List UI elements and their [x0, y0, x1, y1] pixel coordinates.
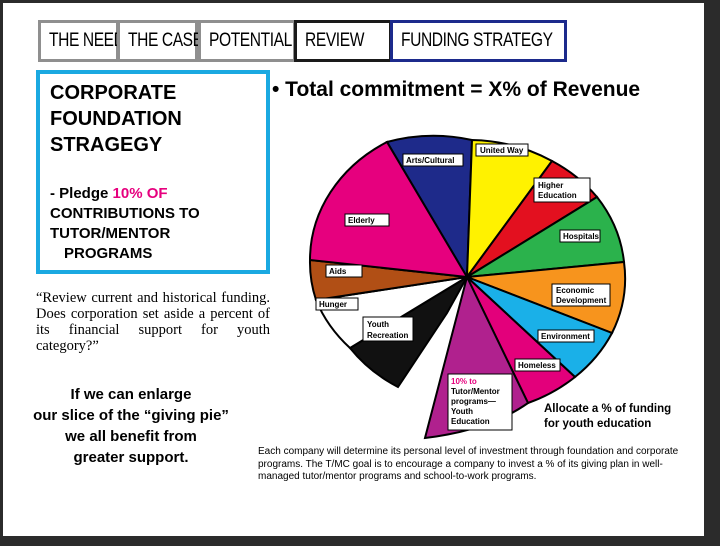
tab-label: THE CASE — [128, 30, 203, 51]
label-tutor-3: programs— — [451, 397, 496, 406]
frame-top-border — [0, 0, 720, 3]
label-homeless: Homeless — [518, 361, 556, 370]
tab-the-case[interactable]: THE CASE — [117, 20, 203, 62]
label-tutor-4: Youth — [451, 407, 473, 416]
footer-paragraph: Each company will determine its personal… — [258, 446, 679, 482]
label-aids: Aids — [329, 267, 347, 276]
tab-label: FUNDING STRATEGY — [401, 30, 553, 51]
label-elderly: Elderly — [348, 216, 375, 225]
pledge-line3: TUTOR/MENTOR — [50, 225, 171, 242]
strategy-title: CORPORATE FOUNDATION STRAGEGY — [50, 82, 182, 156]
tab-potential[interactable]: POTENTIAL — [198, 20, 296, 62]
giving-pie: Arts/Cultural United Way Higher Educatio… — [308, 134, 627, 440]
tab-label: REVIEW — [305, 30, 365, 51]
frame-right-border — [704, 0, 720, 546]
enlarge-message: If we can enlarge our slice of the “givi… — [0, 384, 262, 468]
allocate-line: Allocate a % of funding — [544, 403, 672, 415]
enlarge-line: our slice of the “giving pie” — [33, 407, 229, 424]
tab-funding-strategy[interactable]: FUNDING STRATEGY — [390, 20, 567, 62]
review-quote: “Review current and historical funding. … — [36, 290, 270, 354]
pledge-line2: CONTRIBUTIONS TO — [50, 205, 200, 222]
enlarge-line: we all benefit from — [65, 428, 197, 445]
tab-review[interactable]: REVIEW — [294, 20, 392, 62]
enlarge-line: greater support. — [73, 449, 189, 466]
label-environment: Environment — [541, 332, 590, 341]
label-hospitals: Hospitals — [563, 232, 600, 241]
label-hunger: Hunger — [319, 300, 347, 309]
label-higher-education-2: Education — [538, 191, 577, 200]
headline: • Total commitment = X% of Revenue — [272, 78, 641, 101]
pledge-highlight: 10% OF — [112, 185, 168, 202]
tab-label: POTENTIAL — [209, 30, 292, 51]
label-economic-2: Development — [556, 296, 607, 305]
label-arts-cultural: Arts/Cultural — [406, 156, 454, 165]
slice-arts-cultural — [385, 134, 474, 281]
label-economic-1: Economic — [556, 286, 595, 295]
allocate-note: Allocate a % of funding for youth educat… — [544, 402, 694, 432]
tab-the-need[interactable]: THE NEED — [38, 20, 125, 62]
slice-elderly — [308, 140, 469, 279]
tab-label: THE NEED — [49, 30, 125, 51]
frame-bottom-border — [0, 536, 720, 546]
enlarge-line: If we can enlarge — [70, 386, 192, 403]
pledge-text: - Pledge 10% OF CONTRIBUTIONS TO TUTOR/M… — [50, 184, 200, 264]
label-youth-recreation-2: Recreation — [367, 331, 408, 340]
allocate-line: for youth education — [544, 418, 652, 430]
frame-left-border — [0, 0, 3, 546]
strategy-box: CORPORATE FOUNDATION STRAGEGY - Pledge 1… — [36, 70, 270, 274]
pledge-line4: PROGRAMS — [64, 245, 153, 262]
label-higher-education-1: Higher — [538, 181, 563, 190]
label-tutor-1: 10% to — [451, 377, 477, 386]
label-united-way: United Way — [480, 146, 524, 155]
label-tutor-5: Education — [451, 417, 490, 426]
label-tutor-2: Tutor/Mentor — [451, 387, 500, 396]
pledge-prefix: - Pledge — [50, 185, 113, 202]
label-youth-recreation-1: Youth — [367, 320, 389, 329]
